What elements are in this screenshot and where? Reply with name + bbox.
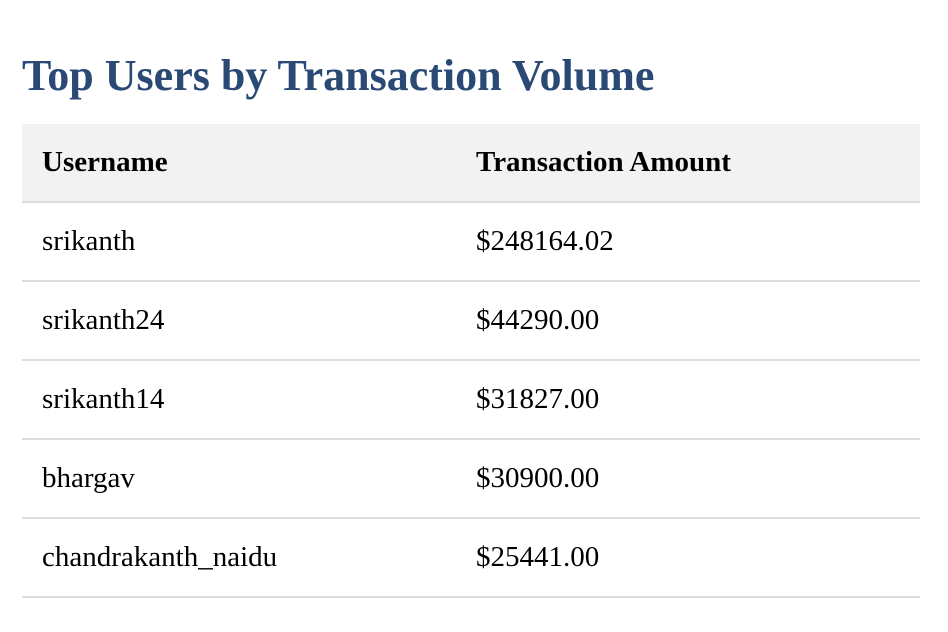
column-header-transaction-amount: Transaction Amount	[456, 124, 920, 203]
page-title: Top Users by Transaction Volume	[22, 51, 655, 100]
table-row: srikanth24 $44290.00	[22, 281, 920, 361]
transactions-table: Username Transaction Amount srikanth $24…	[22, 124, 920, 598]
amount-cell: $31827.00	[456, 360, 920, 440]
table-row: srikanth14 $31827.00	[22, 360, 920, 440]
username-cell: bhargav	[22, 439, 456, 519]
column-header-username: Username	[22, 124, 456, 203]
table-row: bhargav $30900.00	[22, 439, 920, 519]
table-header-row: Username Transaction Amount	[22, 124, 920, 203]
amount-cell: $25441.00	[456, 518, 920, 598]
username-cell: srikanth14	[22, 360, 456, 440]
username-cell: srikanth24	[22, 281, 456, 361]
table-row: srikanth $248164.02	[22, 202, 920, 282]
amount-cell: $30900.00	[456, 439, 920, 519]
amount-cell: $44290.00	[456, 281, 920, 361]
username-cell: srikanth	[22, 202, 456, 282]
amount-cell: $248164.02	[456, 202, 920, 282]
table-row: chandrakanth_naidu $25441.00	[22, 518, 920, 598]
username-cell: chandrakanth_naidu	[22, 518, 456, 598]
